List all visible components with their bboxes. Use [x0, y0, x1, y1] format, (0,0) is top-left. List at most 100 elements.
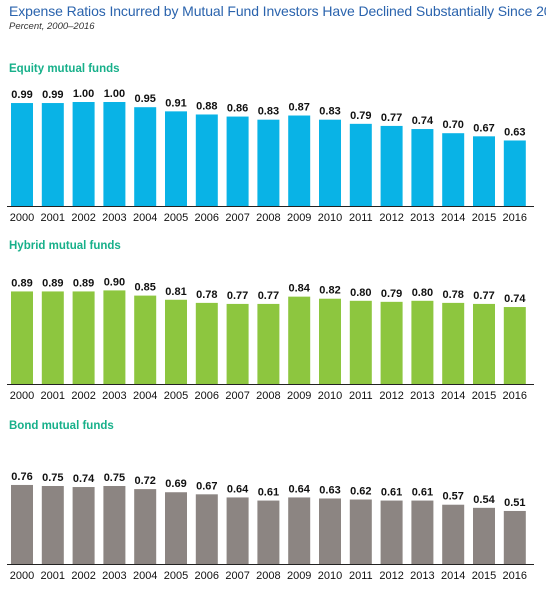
equity-bar-chart: 0.99 2000 0.99 2001 1.00 2002 1.00 2003 0.95 2004…: [7, 88, 534, 224]
hybrid-x-tick-2005: 2005: [164, 390, 188, 402]
bond-value-label-2013: 0.61: [412, 487, 433, 499]
bond-x-tick-2006: 2006: [195, 570, 219, 582]
hybrid-bar-2007: [226, 303, 249, 384]
equity-value-label-2009: 0.87: [288, 102, 309, 114]
bond-value-label-2001: 0.75: [42, 472, 63, 484]
equity-bar-2008: [257, 119, 280, 206]
bond-bar-2005: [165, 492, 187, 564]
equity-x-tick-2010: 2010: [318, 212, 342, 224]
hybrid-value-label-2010: 0.82: [319, 285, 340, 297]
equity-bar-2002: [72, 102, 95, 206]
hybrid-value-label-2009: 0.84: [288, 283, 310, 295]
hybrid-value-label-2004: 0.85: [134, 282, 155, 294]
bond-x-tick-2004: 2004: [133, 570, 157, 582]
bond-bar-2004: [134, 489, 157, 564]
bond-x-tick-2008: 2008: [256, 570, 280, 582]
equity-x-tick-2004: 2004: [133, 212, 157, 224]
bond-x-tick-2002: 2002: [71, 570, 95, 582]
equity-value-label-2004: 0.95: [134, 93, 155, 105]
bond-bar-2011: [349, 499, 372, 564]
hybrid-bar-2002: [72, 291, 95, 384]
chart-subtitle: Percent, 2000–2016: [9, 21, 95, 32]
hybrid-x-tick-2016: 2016: [503, 390, 527, 402]
bond-bar-2013: [411, 500, 434, 564]
hybrid-bar-2009: [288, 296, 311, 384]
hybrid-bar-2014: [442, 302, 465, 384]
hybrid-x-tick-2001: 2001: [41, 390, 65, 402]
bond-x-tick-2014: 2014: [441, 570, 465, 582]
bond-value-label-2006: 0.67: [196, 480, 217, 492]
bond-x-tick-2015: 2015: [472, 570, 496, 582]
equity-x-tick-2003: 2003: [102, 212, 126, 224]
hybrid-value-label-2014: 0.78: [442, 289, 463, 301]
bond-x-tick-2009: 2009: [287, 570, 311, 582]
bond-panel-title: Bond mutual funds: [9, 420, 114, 432]
equity-x-tick-2000: 2000: [10, 212, 34, 224]
equity-x-tick-2005: 2005: [164, 212, 188, 224]
equity-value-label-2011: 0.79: [350, 110, 371, 122]
bond-value-label-2011: 0.62: [350, 486, 371, 498]
bond-value-label-2007: 0.64: [227, 483, 249, 495]
hybrid-x-tick-2010: 2010: [318, 390, 342, 402]
equity-bar-2014: [442, 133, 465, 206]
equity-bar-2013: [411, 129, 434, 206]
bond-x-tick-2003: 2003: [102, 570, 126, 582]
hybrid-bar-2013: [411, 300, 434, 384]
equity-panel-title: Equity mutual funds: [9, 63, 120, 75]
hybrid-bar-2008: [257, 303, 280, 384]
equity-x-tick-2006: 2006: [195, 212, 219, 224]
bond-value-label-2016: 0.51: [504, 497, 525, 509]
equity-value-label-2007: 0.86: [227, 103, 248, 115]
equity-value-label-2006: 0.88: [196, 100, 217, 112]
equity-x-tick-2002: 2002: [71, 212, 95, 224]
equity-bar-2010: [319, 119, 341, 206]
hybrid-x-tick-2013: 2013: [410, 390, 434, 402]
bond-value-label-2003: 0.75: [104, 472, 125, 484]
bond-bar-2003: [103, 486, 126, 564]
equity-x-tick-2009: 2009: [287, 212, 311, 224]
bond-x-tick-2001: 2001: [41, 570, 65, 582]
hybrid-bar-2011: [349, 300, 372, 384]
bond-x-tick-2005: 2005: [164, 570, 188, 582]
equity-value-label-2012: 0.77: [381, 112, 402, 124]
hybrid-value-label-2005: 0.81: [165, 286, 186, 298]
bond-bar-2010: [319, 498, 341, 564]
bond-bar-2001: [41, 486, 64, 564]
bond-value-label-2012: 0.61: [381, 487, 402, 499]
bond-bar-2007: [226, 497, 249, 564]
equity-bar-2000: [11, 103, 33, 206]
bond-bar-2009: [288, 497, 311, 564]
bond-bar-2002: [72, 487, 95, 564]
hybrid-x-tick-2011: 2011: [349, 390, 373, 402]
bond-bar-chart: 0.76 2000 0.75 2001 0.74 2002 0.75 2003 0.72 2004…: [7, 471, 534, 582]
hybrid-bar-2010: [319, 298, 341, 384]
equity-bar-2006: [195, 114, 218, 206]
equity-x-tick-2011: 2011: [349, 212, 373, 224]
hybrid-bar-2000: [11, 291, 33, 384]
bond-x-tick-2000: 2000: [10, 570, 34, 582]
hybrid-value-label-2001: 0.89: [42, 277, 63, 289]
hybrid-value-label-2011: 0.80: [350, 287, 371, 299]
bond-x-tick-2012: 2012: [379, 570, 403, 582]
equity-x-tick-2007: 2007: [225, 212, 249, 224]
hybrid-x-tick-2002: 2002: [71, 390, 95, 402]
bond-value-label-2005: 0.69: [165, 478, 186, 490]
hybrid-value-label-2016: 0.74: [504, 293, 526, 305]
equity-bar-2003: [103, 102, 126, 206]
hybrid-bar-2003: [103, 290, 126, 384]
bond-value-label-2004: 0.72: [134, 475, 155, 487]
equity-bar-2009: [288, 115, 311, 206]
hybrid-bar-2006: [195, 302, 218, 384]
equity-value-label-2013: 0.74: [412, 115, 434, 127]
hybrid-value-label-2008: 0.77: [258, 290, 279, 302]
hybrid-bar-2016: [503, 307, 526, 384]
equity-value-label-2002: 1.00: [73, 88, 94, 100]
equity-bar-2016: [503, 140, 526, 206]
equity-x-tick-2014: 2014: [441, 212, 465, 224]
hybrid-value-label-2006: 0.78: [196, 289, 217, 301]
bond-value-label-2008: 0.61: [258, 487, 279, 499]
equity-bar-2005: [165, 111, 187, 206]
bond-x-tick-2016: 2016: [503, 570, 527, 582]
hybrid-value-label-2007: 0.77: [227, 290, 248, 302]
hybrid-value-label-2012: 0.79: [381, 288, 402, 300]
